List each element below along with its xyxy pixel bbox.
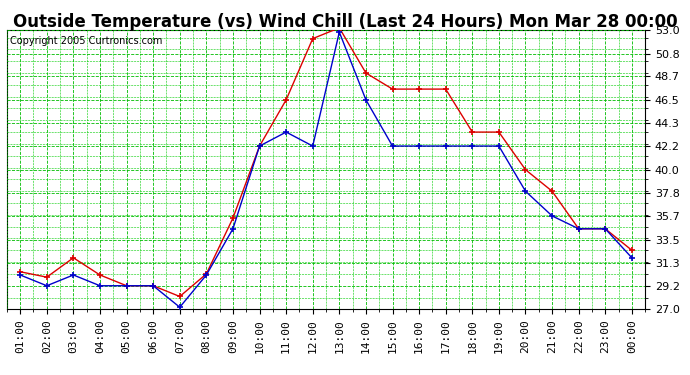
Text: Copyright 2005 Curtronics.com: Copyright 2005 Curtronics.com xyxy=(10,36,162,46)
Text: Outside Temperature (vs) Wind Chill (Last 24 Hours) Mon Mar 28 00:00: Outside Temperature (vs) Wind Chill (Las… xyxy=(12,13,678,31)
